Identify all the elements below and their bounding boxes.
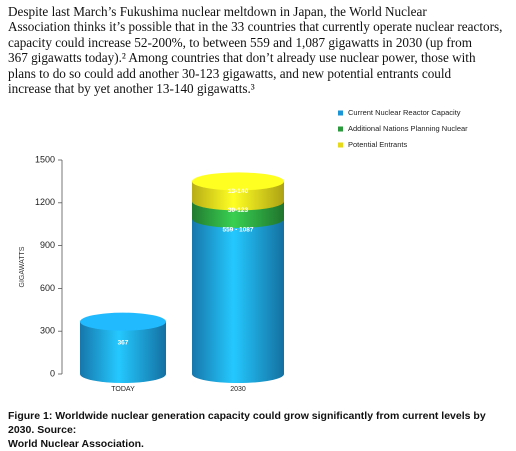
paragraph-line: plans to do so could add another 30-123 …	[8, 65, 452, 81]
x-tick-label: 2030	[230, 386, 246, 393]
value-label: 367	[118, 340, 129, 347]
value-label: 13-140	[228, 188, 249, 195]
caption-line: World Nuclear Association.	[8, 438, 144, 450]
value-label: 559 - 1087	[222, 227, 253, 234]
paragraph: Despite last March’s Fukushima nuclear m…	[8, 4, 513, 96]
cylinder-cap	[192, 172, 284, 191]
caption-line: Figure 1: Worldwide nuclear generation c…	[8, 410, 486, 436]
chart: GIGAWATTS 0 300 600 900 1200 1500 Current Nucl…	[19, 108, 468, 393]
paragraph-line: 367 gigawatts today).² Among countries t…	[8, 50, 476, 66]
y-tick-label: 0	[50, 368, 55, 378]
value-label: 30-123	[228, 207, 249, 214]
y-axis-label: GIGAWATTS	[19, 246, 26, 287]
y-tick-label: 1500	[35, 154, 55, 164]
paragraph-line: capacity could increase 52-200%, to betw…	[8, 34, 472, 50]
legend-swatch	[338, 126, 343, 132]
y-tick-label: 600	[40, 283, 55, 293]
caption: Figure 1: Worldwide nuclear generation c…	[8, 409, 508, 451]
paragraph-line: Despite last March’s Fukushima nuclear m…	[8, 4, 427, 19]
y-tick-label: 1200	[35, 197, 55, 207]
legend-label: Current Nuclear Reactor Capacity	[348, 108, 461, 117]
paragraph-line: Association thinks it’s possible that in…	[8, 19, 503, 35]
y-tick-label: 900	[40, 240, 55, 250]
legend-label: Potential Entrants	[348, 140, 407, 149]
legend-label: Additional Nations Planning Nuclear	[348, 124, 468, 133]
x-tick-label: TODAY	[111, 386, 135, 393]
legend-swatch	[338, 110, 343, 116]
cylinder-segment	[192, 218, 284, 383]
cylinder-cap	[80, 312, 166, 331]
legend-swatch	[338, 142, 343, 148]
paragraph-line: increase that by yet another 13-140 giga…	[8, 81, 255, 97]
y-tick-label: 300	[40, 326, 55, 336]
page: {"paragraph": ["Despite last March’s Fuk…	[8, 4, 513, 450]
cylinder-segment	[80, 321, 166, 383]
